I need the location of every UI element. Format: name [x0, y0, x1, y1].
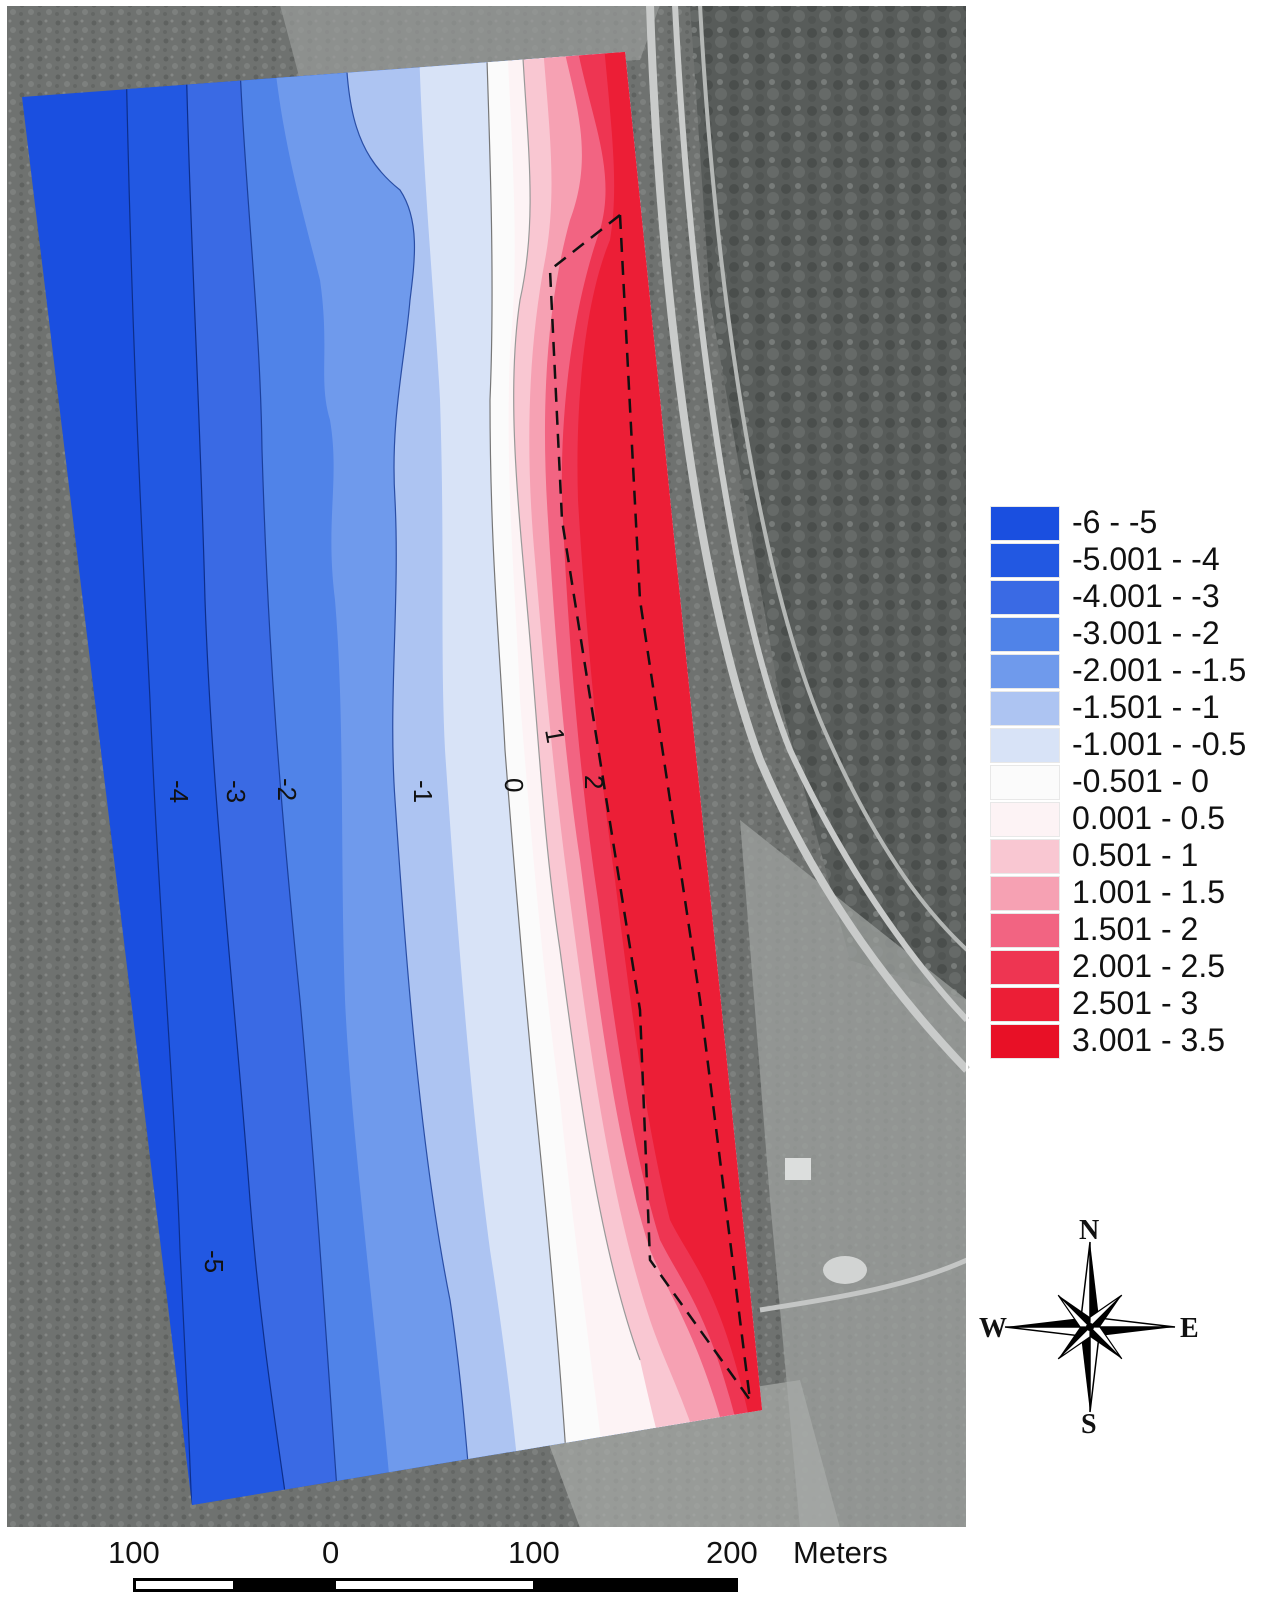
- legend-swatch: [990, 765, 1060, 800]
- legend-label: 0.001 - 0.5: [1072, 800, 1225, 836]
- legend-label: 2.501 - 3: [1072, 985, 1199, 1021]
- legend-swatch: [990, 950, 1060, 985]
- contour-label: 1: [539, 726, 571, 745]
- scale-tick-label: 100: [108, 1535, 160, 1570]
- scale-unit-label: Meters: [793, 1535, 888, 1570]
- legend-label: -0.501 - 0: [1072, 763, 1209, 799]
- scale-tick-label: 100: [508, 1535, 560, 1570]
- legend-label: 1.001 - 1.5: [1072, 874, 1225, 910]
- legend-swatch: [990, 617, 1060, 652]
- legend-label: -1.001 - -0.5: [1072, 726, 1247, 762]
- legend-label: -2.001 - -1.5: [1072, 652, 1247, 688]
- legend-swatch: [990, 1024, 1060, 1059]
- contour-labels: -4 -3 -2 -1 0 1 2 -5: [164, 726, 609, 1273]
- legend-label: 1.501 - 2: [1072, 911, 1199, 947]
- compass-north-label: N: [1079, 1215, 1099, 1246]
- scale-tick-label: 200: [706, 1535, 758, 1570]
- compass-rose: N S E W: [979, 1215, 1199, 1435]
- contour-label: 2: [579, 775, 609, 789]
- contour-label: -1: [408, 780, 438, 803]
- legend-swatch: [990, 802, 1060, 837]
- legend-label: -4.001 - -3: [1072, 578, 1220, 614]
- scale-segment: [533, 1578, 738, 1592]
- scale-bar: 100 0 100 200 Meters: [0, 1535, 1000, 1612]
- legend-label: -5.001 - -4: [1072, 541, 1220, 577]
- legend-label: 3.001 - 3.5: [1072, 1022, 1225, 1058]
- compass-west-label: W: [979, 1313, 1007, 1344]
- contour-label: -3: [221, 780, 251, 803]
- compass-east-label: E: [1180, 1313, 1199, 1344]
- legend-swatch: [990, 987, 1060, 1022]
- legend-swatch: [990, 876, 1060, 911]
- contour-label: 0: [499, 778, 529, 792]
- legend-swatch: [990, 839, 1060, 874]
- legend-label: -1.501 - -1: [1072, 689, 1220, 725]
- legend-label: 2.001 - 2.5: [1072, 948, 1225, 984]
- legend-swatch: [990, 691, 1060, 726]
- legend-swatch: [990, 654, 1060, 689]
- scale-tick-label: 0: [322, 1535, 340, 1570]
- contour-label: -5: [199, 1250, 229, 1273]
- legend-label: -3.001 - -2: [1072, 615, 1220, 651]
- scale-segment: [333, 1578, 536, 1592]
- legend-label: 0.501 - 1: [1072, 837, 1199, 873]
- legend-swatch: [990, 506, 1060, 541]
- legend-swatch: [990, 728, 1060, 763]
- contour-label: -2: [272, 778, 302, 801]
- compass-star-icon: [1004, 1241, 1176, 1413]
- contour-label: -4: [164, 780, 194, 803]
- legend-swatch: [990, 543, 1060, 578]
- scale-segment: [233, 1578, 336, 1592]
- legend-swatch: [990, 580, 1060, 615]
- compass-south-label: S: [1081, 1409, 1097, 1435]
- legend-swatch: [990, 913, 1060, 948]
- legend-label: -6 - -5: [1072, 504, 1158, 540]
- scale-segment: [133, 1578, 236, 1592]
